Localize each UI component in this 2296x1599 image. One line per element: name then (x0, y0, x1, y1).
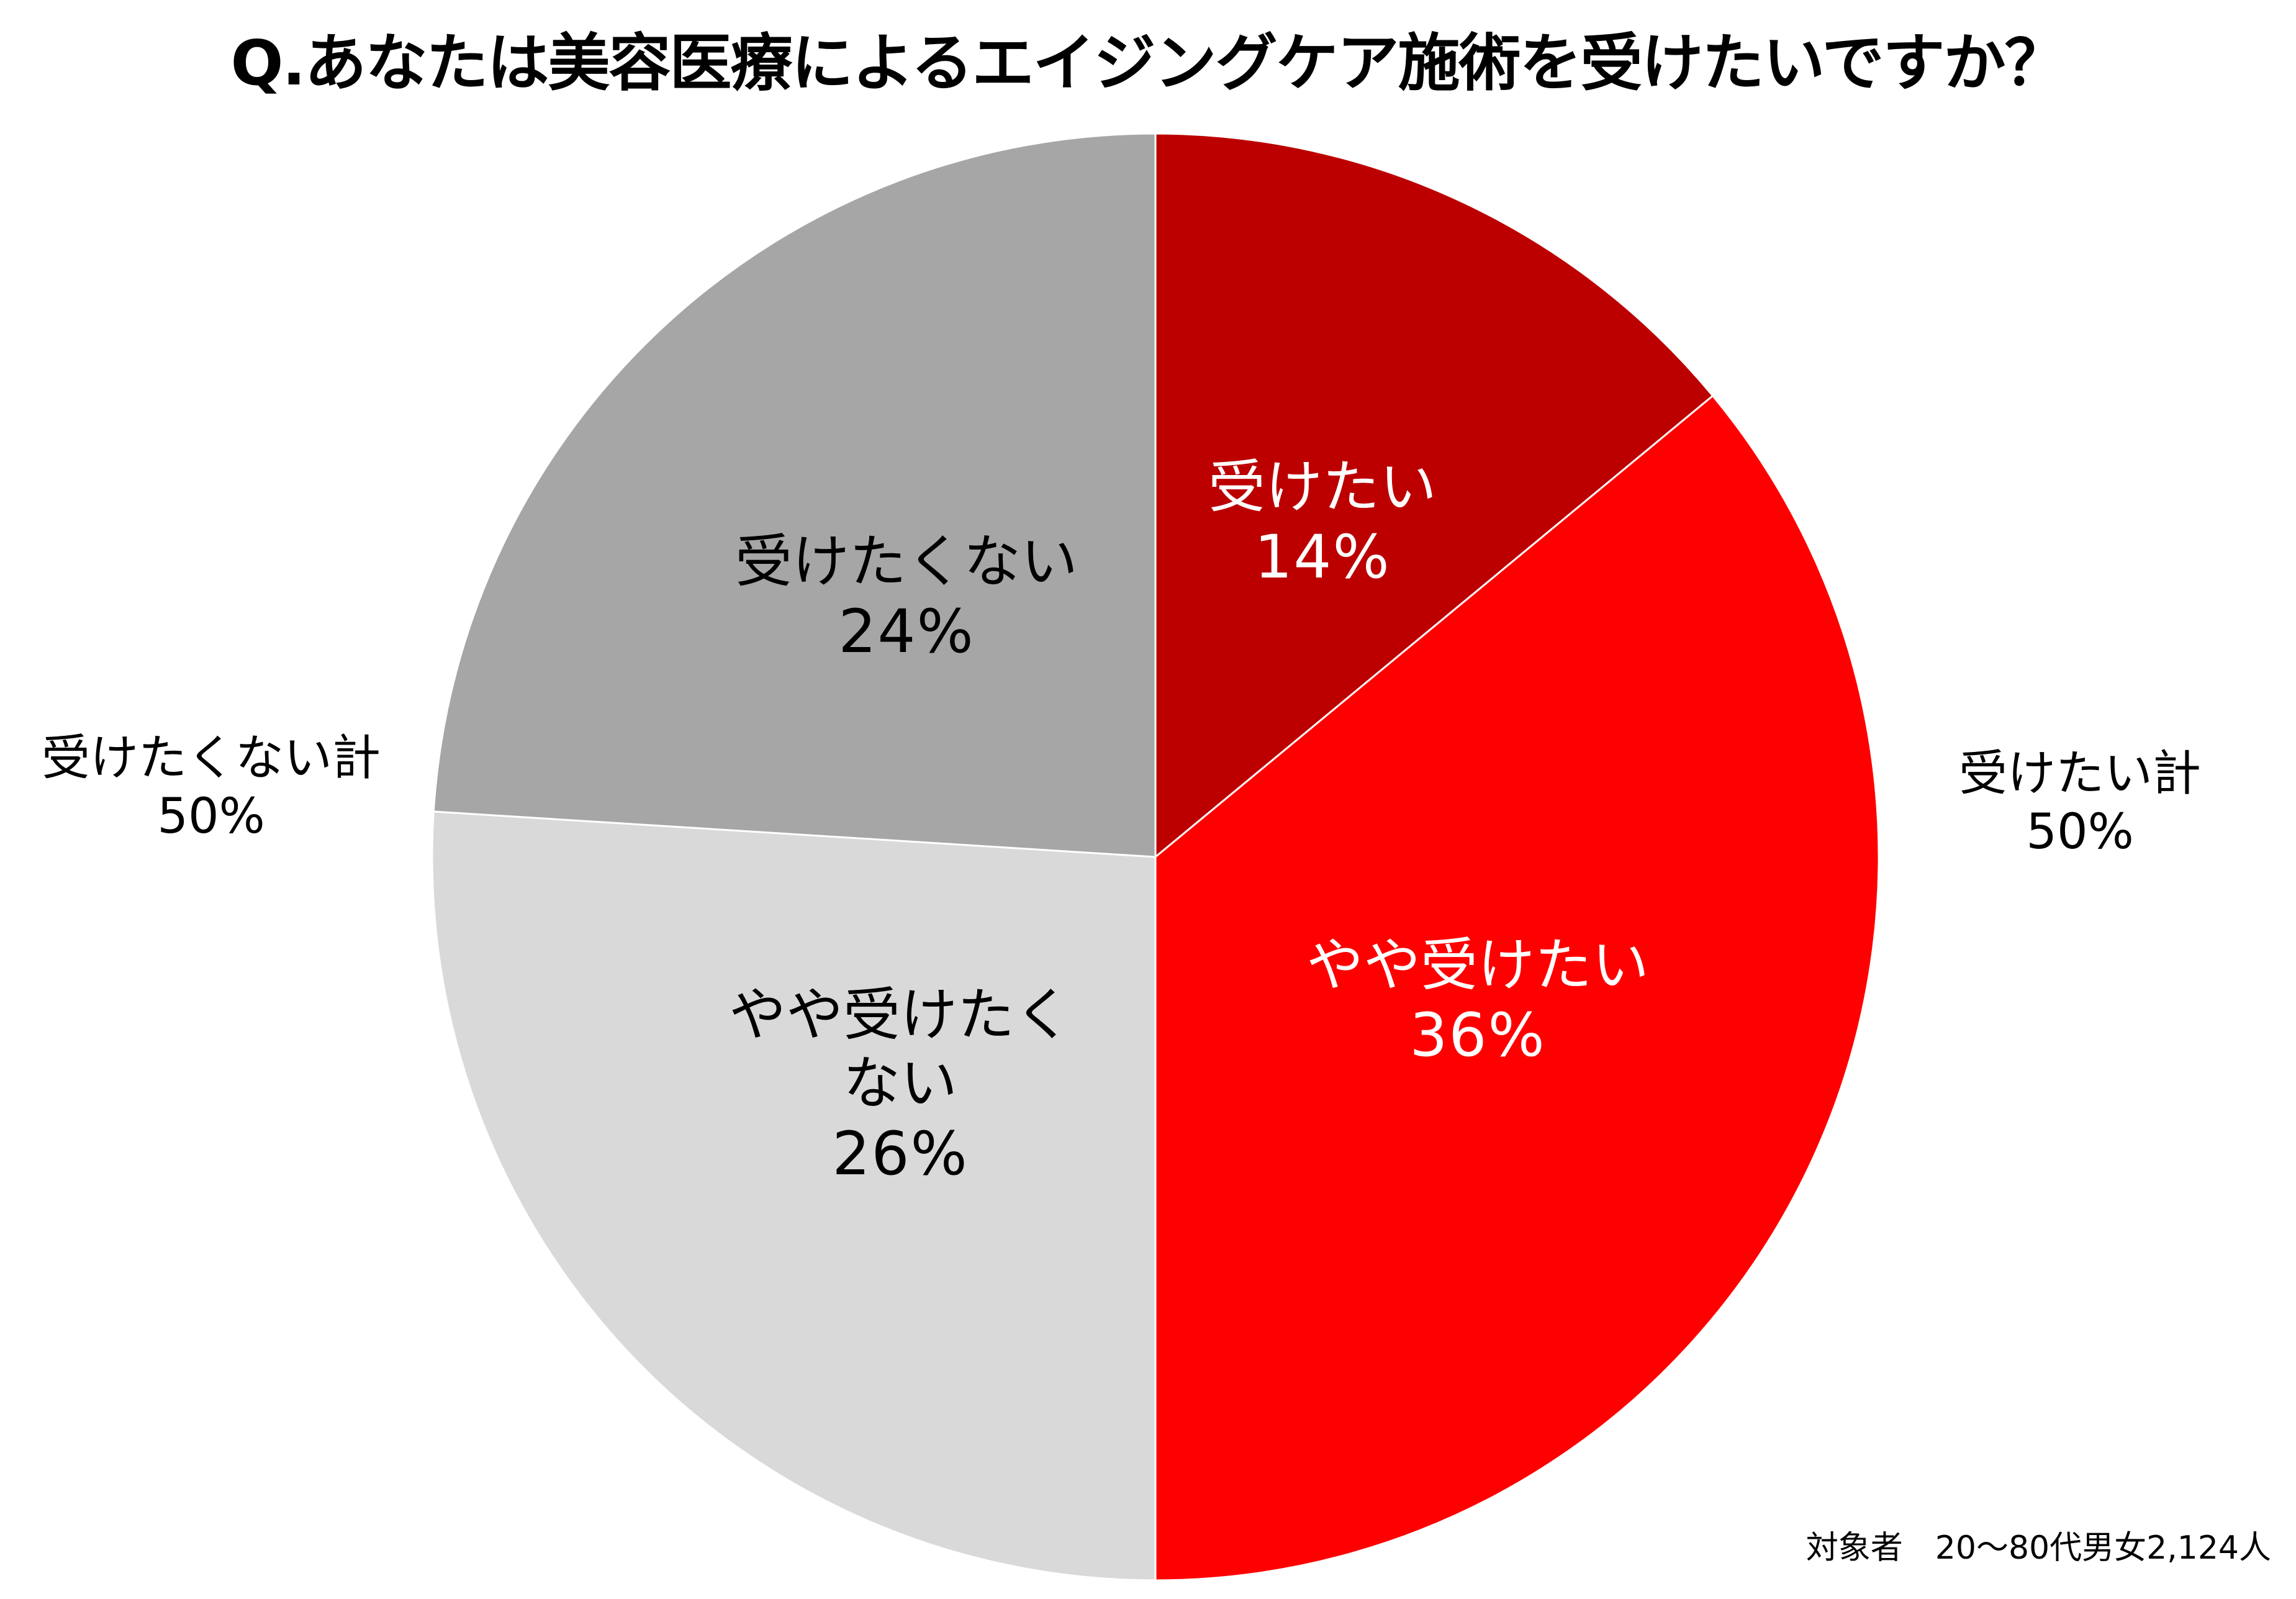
sample-note: 対象者 20～80代男女2,124人 (1806, 1529, 2271, 1567)
total-label-not-want: 受けたくない計 50% (12, 730, 410, 846)
pie-slice-somewhat-not-want (431, 810, 1157, 1582)
slice-label-want: 受けたい 14% (1074, 453, 1571, 594)
slice-label-want-value: 14% (1254, 522, 1391, 592)
total-label-want-name: 受けたい計 (1958, 746, 2201, 802)
total-label-want: 受けたい計 50% (1925, 745, 2235, 861)
slice-label-somewhat-want-value: 36% (1409, 1000, 1546, 1071)
slice-label-somewhat-not-want: やや受けたくない 26% (652, 981, 1149, 1190)
pie-slice-want (1154, 132, 1714, 859)
pie-slice-somewhat-want (1154, 394, 1880, 1582)
chart-title: Q.あなたは美容医療によるエイジングケア施術を受けたいですか？ (230, 27, 2067, 99)
slice-label-somewhat-want-name: やや受けたい (1306, 932, 1649, 999)
slice-label-not-want: 受けたくない 24% (658, 528, 1155, 668)
slice-label-somewhat-not-want-value: 26% (832, 1118, 969, 1189)
total-label-want-value: 50% (2026, 804, 2134, 860)
slice-label-somewhat-want: やや受けたい 36% (1167, 931, 1788, 1072)
slice-label-want-name: 受けたい (1208, 454, 1437, 520)
slice-label-not-want-value: 24% (838, 597, 975, 667)
total-label-not-want-value: 50% (157, 788, 265, 845)
slice-label-not-want-name: 受けたくない (734, 528, 1078, 595)
total-label-not-want-name: 受けたくない計 (41, 730, 381, 786)
slice-label-somewhat-not-want-name: やや受けたくない (728, 982, 1072, 1117)
pie-slice-not-want (432, 132, 1157, 858)
